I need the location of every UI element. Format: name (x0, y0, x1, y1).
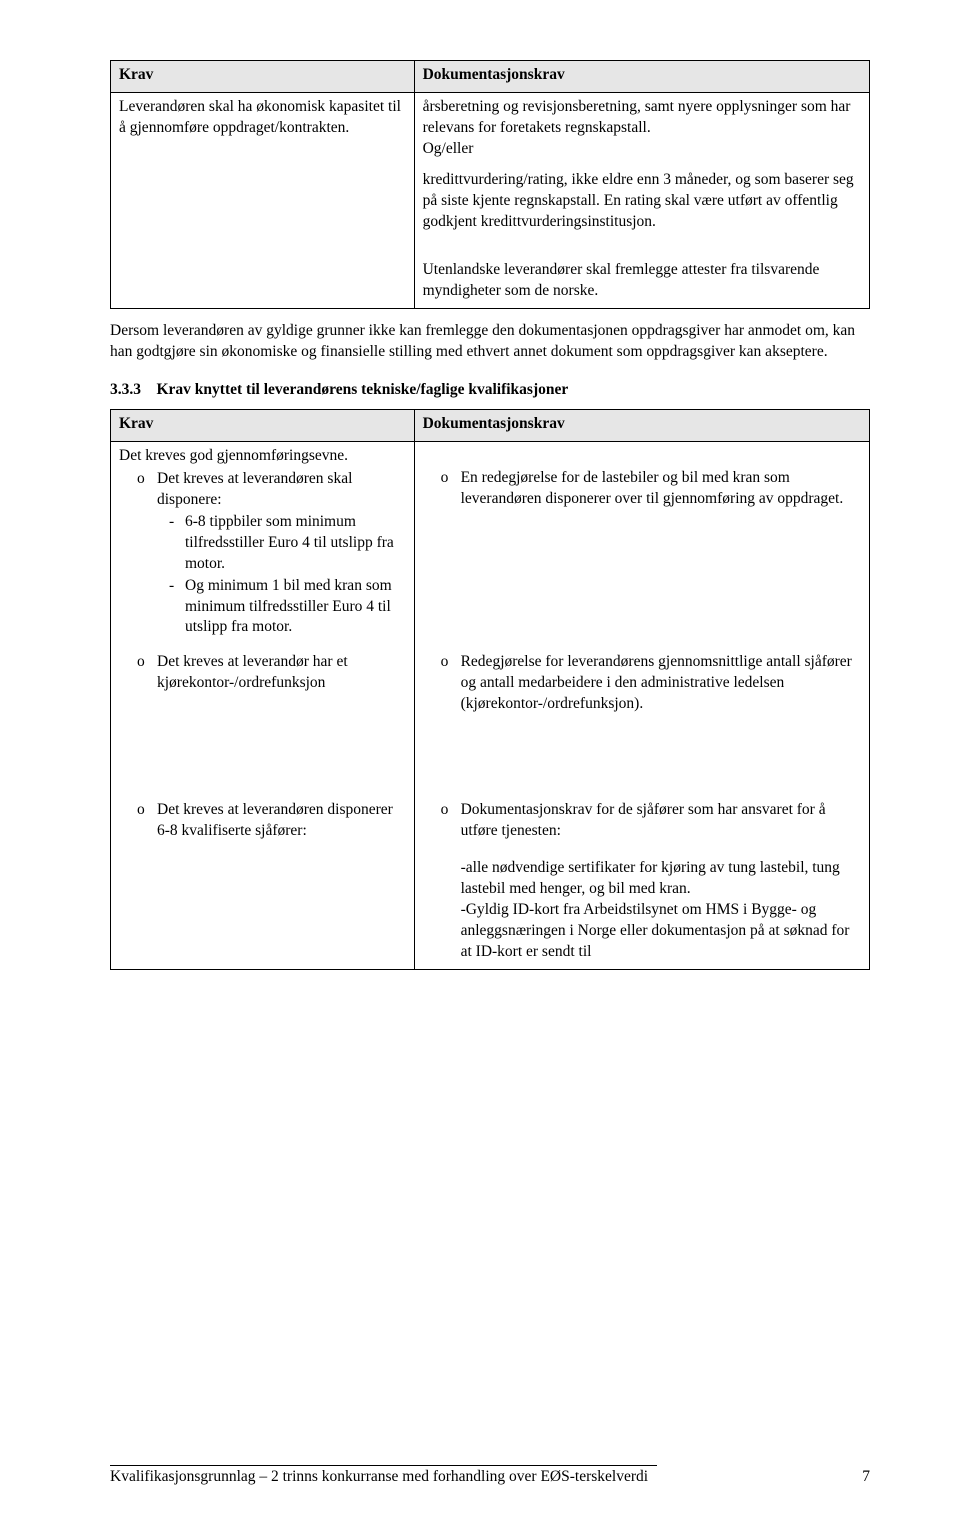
list-item: Redegjørelse for leverandørens gjennomsn… (461, 652, 861, 715)
bullet-line1: Det kreves at leverandøren disponerer (157, 801, 393, 818)
header-krav: Krav (111, 410, 415, 442)
krav-text: Leverandøren skal ha økonomisk kapasitet… (119, 98, 401, 136)
bullet-list: En redegjørelse for de lastebiler og bil… (423, 468, 861, 510)
requirements-table-1: Krav Dokumentasjonskrav Leverandøren ska… (110, 60, 870, 309)
spacer (423, 446, 861, 466)
bullet-list: Dokumentasjonskrav for de sjåfører som h… (423, 800, 861, 842)
section-title: Krav knyttet til leverandørens tekniske/… (157, 381, 569, 398)
table-header-row: Krav Dokumentasjonskrav (111, 410, 870, 442)
footer-rule (110, 1465, 657, 1466)
spacer (423, 232, 861, 260)
table-header-row: Krav Dokumentasjonskrav (111, 61, 870, 93)
dok-p2: Og/eller (423, 139, 861, 160)
footer-page-number: 7 (862, 1468, 870, 1486)
section-heading: 3.3.3 Krav knyttet til leverandørens tek… (110, 381, 870, 399)
page-footer: Kvalifikasjonsgrunnlag – 2 trinns konkur… (110, 1465, 870, 1486)
cell-krav: Det kreves at leverandøren disponerer 6-… (111, 772, 415, 969)
bullet-list: Det kreves at leverandør har et kjørekon… (119, 652, 406, 694)
dok-p1: årsberetning og revisjonsberetning, samt… (423, 97, 861, 139)
header-krav: Krav (111, 61, 415, 93)
list-item: Det kreves at leverandør har et kjørekon… (157, 652, 406, 694)
cell-krav: Leverandøren skal ha økonomisk kapasitet… (111, 92, 415, 308)
footer-title: Kvalifikasjonsgrunnlag – 2 trinns konkur… (110, 1468, 648, 1486)
list-item: Det kreves at leverandøren skal disponer… (157, 469, 406, 638)
requirements-table-2: Krav Dokumentasjonskrav Det kreves god g… (110, 409, 870, 970)
table-row: Det kreves god gjennomføringsevne. Det k… (111, 442, 870, 647)
list-item: 6-8 tippbiler som minimum tilfredsstille… (185, 512, 406, 575)
dok-p2: -alle nødvendige sertifikater for kjørin… (423, 858, 861, 900)
header-dokumentasjonskrav: Dokumentasjonskrav (414, 410, 869, 442)
bullet-line2: 6-8 kvalifiserte sjåfører: (157, 822, 307, 839)
footer-text-row: Kvalifikasjonsgrunnlag – 2 trinns konkur… (110, 1468, 870, 1486)
dok-p4: Utenlandske leverandører skal fremlegge … (423, 260, 861, 302)
header-dokumentasjonskrav: Dokumentasjonskrav (414, 61, 869, 93)
bullet-list: Det kreves at leverandøren disponerer 6-… (119, 800, 406, 842)
krav-intro: Det kreves god gjennomføringsevne. (119, 446, 406, 467)
table-row: Det kreves at leverandør har et kjørekon… (111, 646, 870, 772)
table-row: Det kreves at leverandøren disponerer 6-… (111, 772, 870, 969)
bullet-lead: Det kreves at leverandøren skal disponer… (157, 470, 352, 508)
dash-list: 6-8 tippbiler som minimum tilfredsstille… (157, 512, 406, 639)
cell-krav: Det kreves at leverandør har et kjørekon… (111, 646, 415, 772)
cell-dok: En redegjørelse for de lastebiler og bil… (414, 442, 869, 647)
page: Krav Dokumentasjonskrav Leverandøren ska… (0, 0, 960, 1526)
dok-p3: -Gyldig ID-kort fra Arbeidstilsynet om H… (423, 900, 861, 963)
spacer (423, 844, 861, 858)
section-number: 3.3.3 (110, 381, 141, 398)
bullet-list: Det kreves at leverandøren skal disponer… (119, 469, 406, 638)
list-item: Dokumentasjonskrav for de sjåfører som h… (461, 800, 861, 842)
cell-dok: årsberetning og revisjonsberetning, samt… (414, 92, 869, 308)
cell-krav: Det kreves god gjennomføringsevne. Det k… (111, 442, 415, 647)
spacer (119, 776, 406, 798)
paragraph-between-tables: Dersom leverandøren av gyldige grunner i… (110, 321, 870, 363)
list-item: Og minimum 1 bil med kran som minimum ti… (185, 576, 406, 639)
cell-dok: Dokumentasjonskrav for de sjåfører som h… (414, 772, 869, 969)
cell-dok: Redegjørelse for leverandørens gjennomsn… (414, 646, 869, 772)
dok-p3: kredittvurdering/rating, ikke eldre enn … (423, 170, 861, 233)
spacer (423, 776, 861, 798)
list-item: En redegjørelse for de lastebiler og bil… (461, 468, 861, 510)
list-item: Det kreves at leverandøren disponerer 6-… (157, 800, 406, 842)
table-row: Leverandøren skal ha økonomisk kapasitet… (111, 92, 870, 308)
bullet-list: Redegjørelse for leverandørens gjennomsn… (423, 652, 861, 715)
spacer (119, 696, 406, 766)
